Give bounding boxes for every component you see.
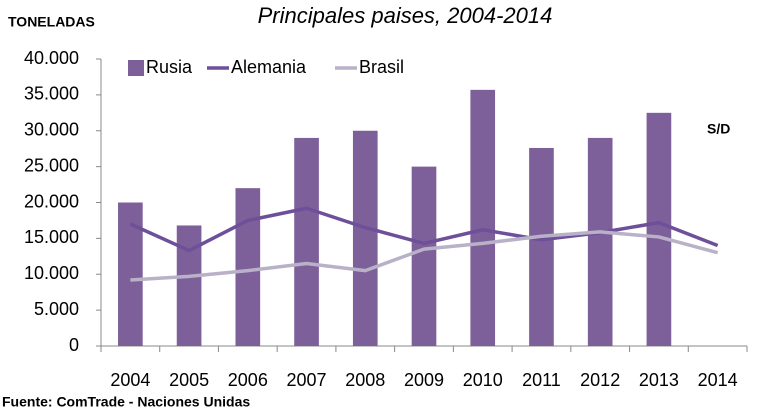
y-tick-label: 25.000	[24, 155, 79, 175]
y-axis-label: TONELADAS	[8, 14, 95, 30]
legend-label: Alemania	[231, 57, 307, 77]
bar	[294, 137, 319, 346]
bar	[646, 112, 672, 346]
x-tick-label: 2004	[110, 370, 150, 390]
x-tick-label: 2014	[698, 370, 738, 390]
bar	[529, 147, 554, 346]
bar	[352, 130, 378, 346]
x-tick-label: 2007	[287, 370, 327, 390]
x-tick-label: 2012	[580, 370, 620, 390]
x-tick-label: 2011	[522, 370, 561, 390]
x-tick-label: 2013	[639, 370, 679, 390]
x-tick-label: 2008	[345, 370, 385, 390]
y-tick-label: 30.000	[24, 120, 79, 140]
bar	[176, 225, 202, 346]
bar	[470, 89, 496, 346]
x-tick-label: 2005	[169, 370, 209, 390]
x-tick-label: 2006	[228, 370, 268, 390]
y-tick-label: 20.000	[24, 191, 79, 211]
y-tick-label: 0	[69, 335, 79, 355]
x-tick-label: 2009	[404, 370, 444, 390]
line	[129, 206, 719, 253]
legend-label: Brasil	[359, 57, 404, 77]
bar	[411, 166, 437, 346]
y-tick-label: 5.000	[34, 299, 79, 319]
bar	[587, 137, 613, 346]
line	[130, 230, 719, 282]
y-tick-label: 15.000	[24, 227, 79, 247]
y-tick-label: 10.000	[24, 263, 79, 283]
source: Fuente: ComTrade - Naciones Unidas	[2, 394, 250, 410]
y-tick-label: 35.000	[24, 84, 79, 104]
legend-swatch	[128, 60, 144, 76]
x-tick-label: 2010	[463, 370, 503, 390]
annotation: S/D	[707, 121, 730, 137]
legend-label: Rusia	[146, 57, 193, 77]
chart-title: Principales paises, 2004-2014	[258, 3, 553, 28]
bar	[235, 188, 261, 346]
y-tick-label: 40.000	[24, 48, 79, 68]
